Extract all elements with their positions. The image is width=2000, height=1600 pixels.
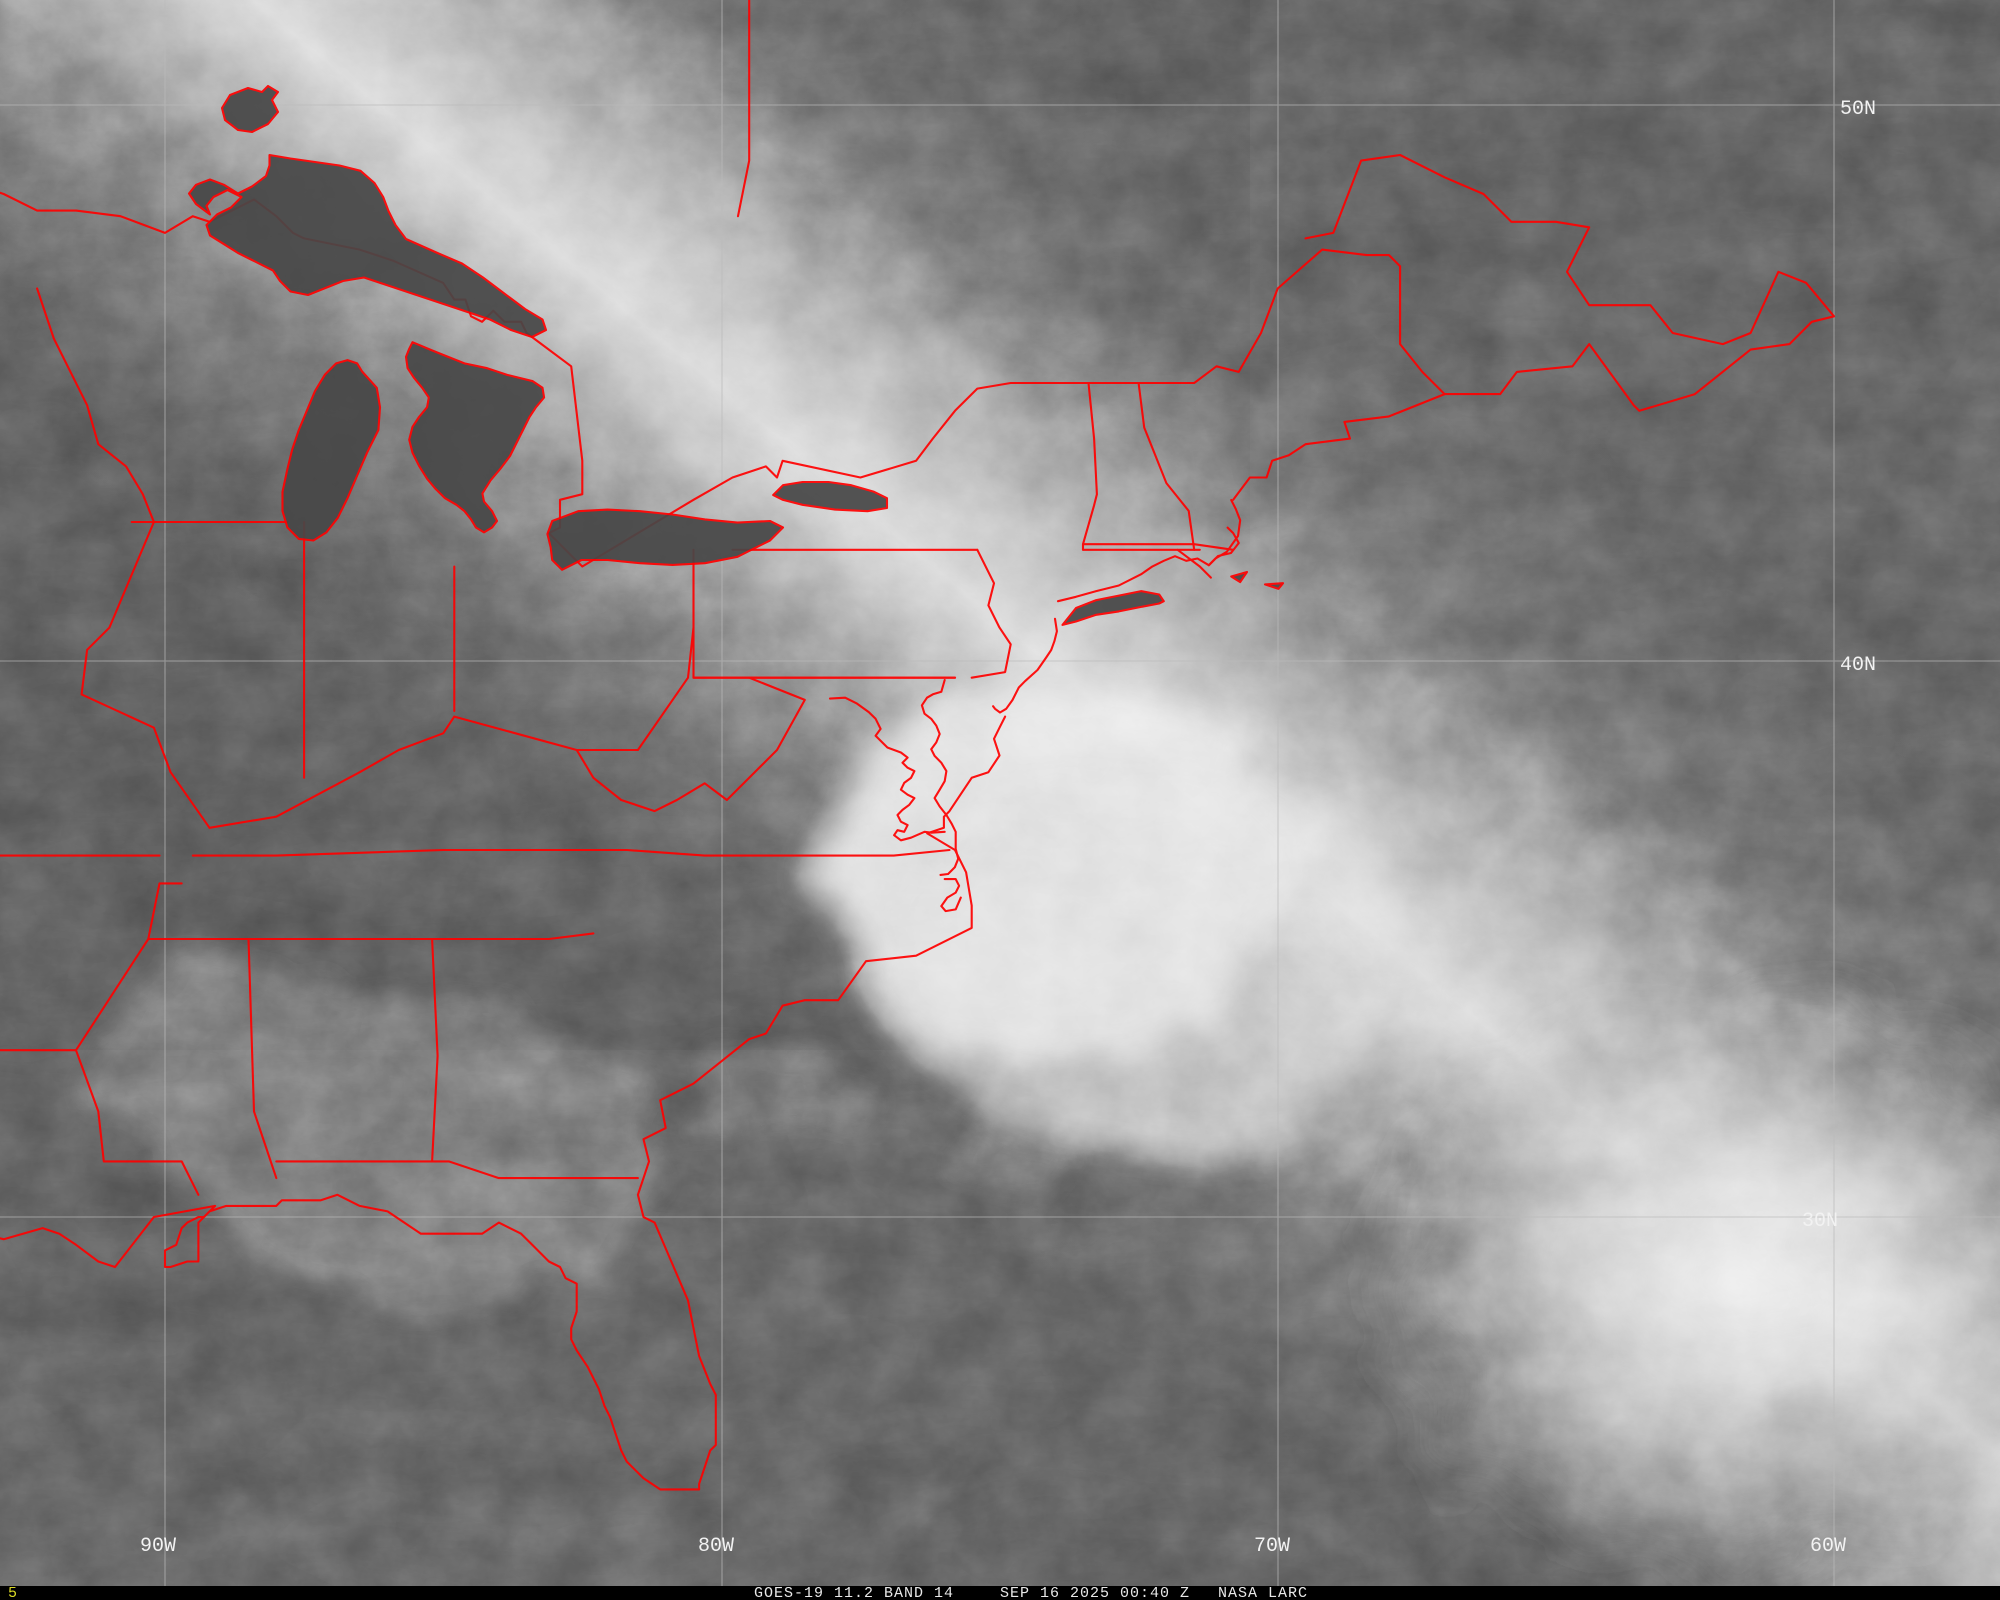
svg-text:30N: 30N <box>1802 1210 1838 1233</box>
svg-text:50N: 50N <box>1840 98 1876 121</box>
svg-text:40N: 40N <box>1840 654 1876 677</box>
svg-text:70W: 70W <box>1254 1535 1290 1558</box>
svg-text:60W: 60W <box>1810 1535 1846 1558</box>
svg-text:80W: 80W <box>698 1535 734 1558</box>
svg-text:90W: 90W <box>140 1535 176 1558</box>
